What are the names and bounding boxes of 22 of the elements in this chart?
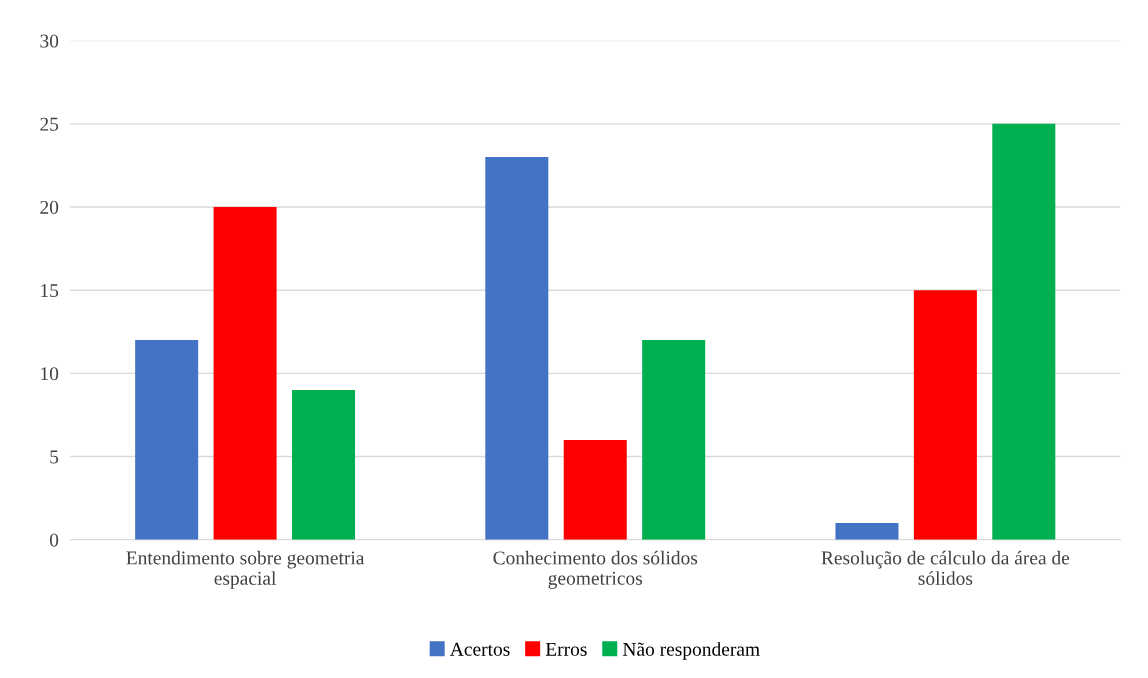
y-tick-label: 10	[41, 367, 59, 381]
legend-label: Erros	[545, 642, 587, 656]
y-tick-label: 0	[49, 533, 59, 547]
x-tick-label: Conhecimento dos sólidos geometricos	[493, 550, 698, 589]
bar	[485, 157, 549, 540]
bar	[135, 340, 199, 540]
x-tick-label: Entendimento sobre geometria espacial	[126, 550, 365, 589]
bar	[213, 207, 277, 540]
bar	[992, 123, 1056, 540]
legend-label: Não responderam	[622, 642, 760, 660]
bar	[642, 340, 706, 540]
y-tick-label: 30	[40, 34, 59, 48]
legend-label: Acertos	[450, 642, 510, 656]
y-tick-label: 5	[50, 450, 59, 464]
y-tick-label: 25	[40, 117, 59, 131]
bar	[913, 290, 977, 540]
y-tick-label: 15	[41, 284, 59, 298]
bar	[835, 523, 899, 540]
bar	[563, 439, 627, 540]
bar	[292, 389, 356, 540]
x-tick-label: Resolução de cálculo da área de sólidos	[821, 550, 1070, 585]
y-tick-label: 20	[40, 200, 59, 214]
